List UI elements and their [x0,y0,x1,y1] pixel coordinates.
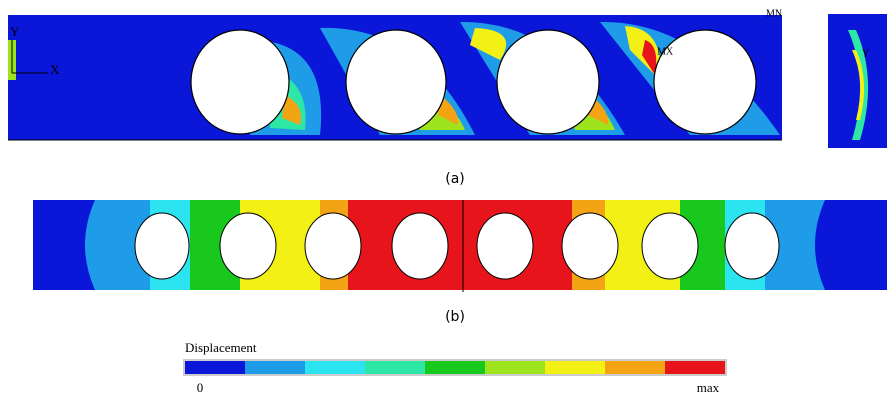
color-swatch [665,361,725,374]
marker-label: MN [766,8,782,19]
color-swatch [425,361,485,374]
color-swatch [365,361,425,374]
side-view: Y [828,14,887,148]
caption: (b) [445,309,465,325]
figure: Y X MN MX Y (a) [0,0,887,397]
legend-min: 0 [197,380,204,395]
color-swatch [185,361,245,374]
panel-b: (b) [33,200,887,325]
axis-label: Y [862,48,869,59]
axis-label: Y [10,24,20,39]
legend-title: Displacement [185,340,257,355]
legend: Displacement 0 max [183,340,727,395]
color-swatch [545,361,605,374]
panel-a: Y X MN MX Y (a) [8,8,887,187]
legend-max: max [697,380,720,395]
color-swatch [245,361,305,374]
axis-label: X [50,62,60,77]
caption: (a) [445,171,465,187]
marker-label: MX [657,46,674,57]
color-swatch [305,361,365,374]
color-swatch [605,361,665,374]
color-swatch [485,361,545,374]
